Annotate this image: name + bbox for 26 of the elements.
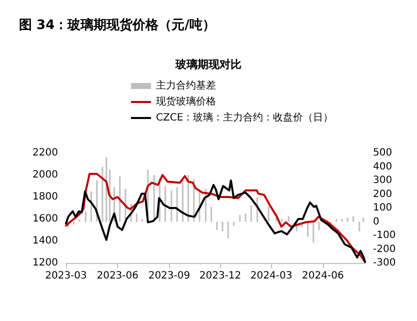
y2-tick-label: 300 — [373, 175, 392, 186]
y2-tick-label: -100 — [373, 230, 396, 241]
y2-tick-label: -300 — [373, 258, 396, 268]
y2-tick-label: 500 — [373, 148, 392, 158]
y-tick-label: 2000 — [32, 170, 58, 180]
x-tick-label: 2023-06 — [96, 270, 139, 282]
y-tick-label: 1800 — [32, 192, 58, 202]
legend-label: 现货玻璃价格 — [156, 96, 216, 108]
x-tick-label: 2024-03 — [250, 270, 292, 282]
y-tick-label: 2200 — [32, 148, 58, 158]
chart-subtitle: 玻璃期现对比 — [174, 58, 242, 71]
chart-title: 图 34：玻璃期现货价格（元/吨） — [19, 17, 216, 33]
x-tick-label: 2023-03 — [45, 270, 87, 282]
x-tick-label: 2024-06 — [302, 270, 344, 282]
y-tick-label: 1200 — [32, 258, 58, 268]
legend-label: CZCE：玻璃：主力合约：收盘价（日） — [156, 112, 334, 124]
y2-tick-label: -200 — [373, 244, 396, 255]
x-tick-label: 2023-09 — [148, 270, 190, 282]
y2-tick-label: 200 — [373, 188, 392, 200]
legend-label: 主力合约基差 — [156, 80, 216, 92]
x-tick-label: 2023-12 — [199, 270, 242, 282]
y-tick-label: 1600 — [32, 214, 58, 224]
y2-tick-label: 0 — [373, 216, 380, 228]
y-tick-label: 1400 — [32, 236, 58, 246]
y2-tick-label: 100 — [373, 202, 392, 214]
y2-tick-label: 400 — [373, 161, 392, 172]
